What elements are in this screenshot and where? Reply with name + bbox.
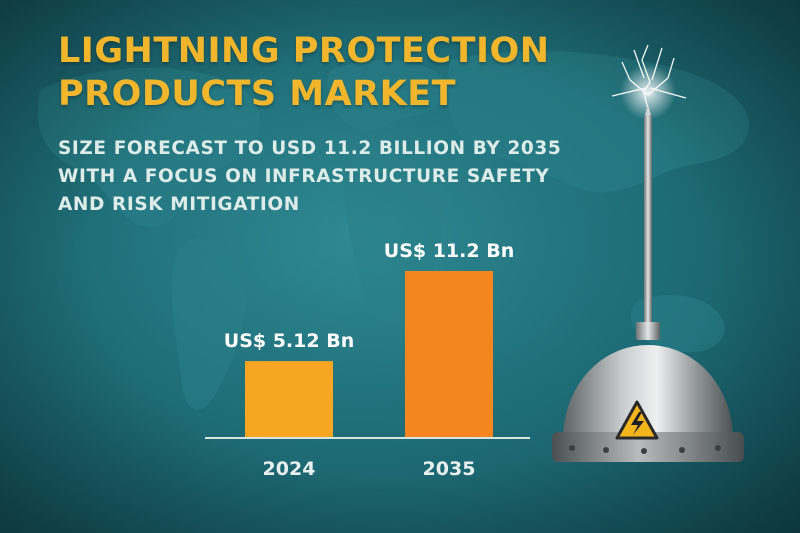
x-tick-label-2035: 2035: [423, 458, 476, 480]
spark-glow: [620, 64, 676, 120]
rod-tip: [645, 104, 651, 115]
page-title: LIGHTNING PROTECTION PRODUCTS MARKET: [58, 30, 578, 116]
title-line-2: PRODUCTS MARKET: [58, 74, 457, 114]
value-label-2024: US$ 5.12 Bn: [224, 330, 354, 352]
value-label-2035: US$ 11.2 Bn: [384, 240, 514, 262]
dome: [563, 345, 733, 440]
bar-2035: [405, 271, 493, 437]
x-tick-label-2024: 2024: [263, 458, 316, 480]
rod-shaft: [644, 115, 652, 330]
bar-2024: [245, 361, 333, 437]
subtitle-line-3: AND RISK MITIGATION: [58, 194, 300, 215]
subtitle: SIZE FORECAST TO USD 11.2 BILLION BY 203…: [58, 135, 618, 219]
title-line-1: LIGHTNING PROTECTION: [58, 31, 550, 71]
base-bolts: [569, 445, 721, 454]
subtitle-line-1: SIZE FORECAST TO USD 11.2 BILLION BY 203…: [58, 138, 562, 159]
high-voltage-warning-icon: [615, 400, 659, 440]
lightning-spark: [611, 44, 687, 111]
rod-collar: [636, 322, 660, 340]
subtitle-line-2: WITH A FOCUS ON INFRASTRUCTURE SAFETY: [58, 166, 550, 187]
dome-base-ring: [552, 432, 744, 462]
